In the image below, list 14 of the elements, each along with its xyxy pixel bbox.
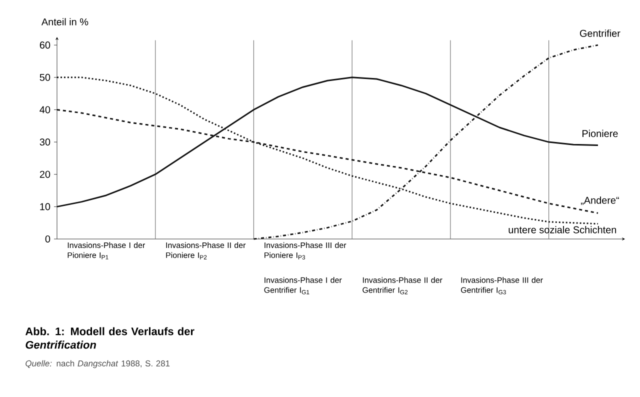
y-tick-label: 60 (40, 42, 50, 49)
series-label: untere soziale Schichten (508, 226, 616, 234)
text: Abb. 1: Modell des Verlaufs der Gentrification (25, 327, 194, 349)
y-tick-label: 50 (40, 74, 50, 81)
series-label: „Andere“ (580, 196, 619, 205)
y-tick-label: 40 (40, 106, 50, 114)
y-tick-label: 20 (40, 170, 50, 178)
y-tick-label: 10 (40, 203, 50, 210)
series-label: Pioniere (582, 130, 618, 138)
y-tick-label: 30 (40, 138, 50, 146)
series-label: Gentrifier (580, 30, 620, 37)
y-tick-label: 0 (45, 235, 50, 243)
y-axis-title: Anteil in % (41, 18, 88, 26)
text: Quelle: nach Dangschat 1988, S. 281 (26, 360, 170, 368)
